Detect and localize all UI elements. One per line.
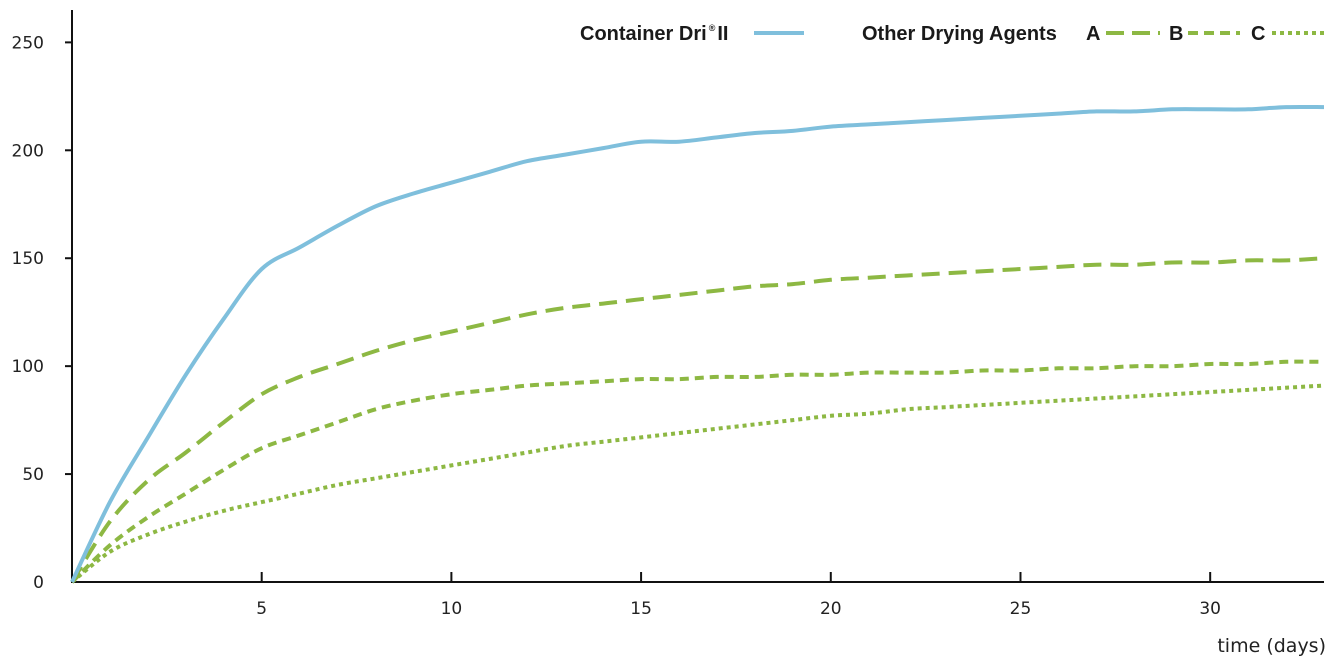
y-tick-label: 50 bbox=[22, 465, 44, 485]
legend-label-b: B bbox=[1169, 23, 1183, 45]
legend-primary-name: Container Dri bbox=[580, 23, 707, 45]
series-layer bbox=[70, 104, 1325, 584]
legend-group-label: Other Drying Agents bbox=[862, 23, 1057, 45]
legend: Container Dri ® II Other Drying Agents A B… bbox=[580, 23, 1324, 45]
series-line-b bbox=[70, 359, 1325, 584]
x-tick-label: 5 bbox=[256, 599, 267, 619]
series-line-container-dri-ii bbox=[70, 104, 1325, 583]
x-tick-label: 30 bbox=[1199, 599, 1221, 619]
x-axis-title: time (days) bbox=[1217, 635, 1326, 657]
legend-primary-label: Container Dri ® II bbox=[580, 23, 728, 45]
x-tick-label: 10 bbox=[441, 599, 463, 619]
y-tick-label: 0 bbox=[33, 573, 44, 593]
x-tick-label: 25 bbox=[1010, 599, 1032, 619]
legend-label-a: A bbox=[1086, 23, 1100, 45]
y-tick-label: 150 bbox=[12, 249, 44, 269]
legend-primary-sup: ® bbox=[709, 23, 716, 33]
series-line-a bbox=[70, 256, 1325, 584]
y-ticks: 0 50 100 150 200 250 bbox=[12, 33, 72, 593]
y-tick-label: 200 bbox=[12, 141, 44, 161]
y-tick-label: 100 bbox=[12, 357, 44, 377]
x-ticks: 5 10 15 20 25 30 bbox=[256, 572, 1221, 619]
x-tick-label: 20 bbox=[820, 599, 842, 619]
axes bbox=[71, 10, 1324, 583]
x-tick-label: 15 bbox=[630, 599, 652, 619]
series-line-c bbox=[70, 383, 1325, 584]
legend-label-c: C bbox=[1251, 23, 1265, 45]
y-tick-label: 250 bbox=[12, 33, 44, 53]
legend-primary-suffix: II bbox=[717, 23, 728, 45]
